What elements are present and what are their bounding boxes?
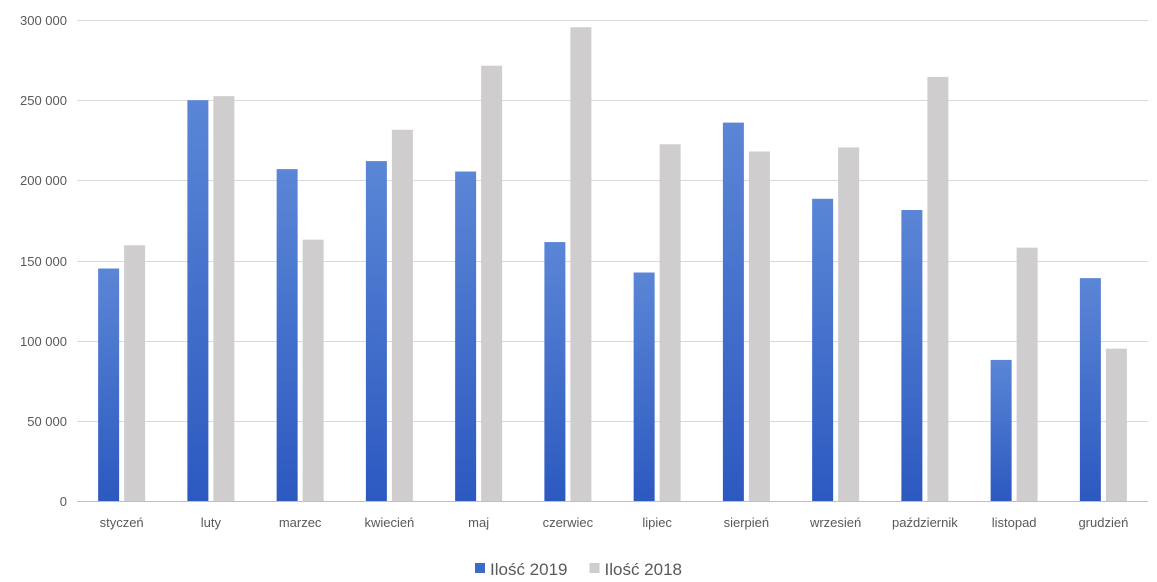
y-tick-label: 50 000 [27, 414, 67, 429]
bar-series-1-9 [812, 198, 834, 501]
bar-series-2-8 [748, 151, 770, 501]
x-tick-label: lipiec [642, 515, 672, 530]
bar-series-2-3 [302, 239, 324, 501]
x-tick-label: maj [468, 515, 489, 530]
legend-label: Ilość 2019 [490, 560, 568, 579]
y-tick-label: 100 000 [20, 334, 67, 349]
legend-item-1: Ilość 2019 [475, 560, 568, 579]
bar-series-1-4 [365, 161, 387, 501]
legend-swatch [589, 563, 600, 573]
y-tick-label: 300 000 [20, 13, 67, 28]
x-tick-label: luty [201, 515, 222, 530]
legend-swatch [475, 563, 485, 573]
y-tick-label: 150 000 [20, 254, 67, 269]
bar-series-2-12 [1105, 348, 1127, 501]
legend: Ilość 2019 Ilość 2018 [475, 560, 682, 579]
bar-series-1-6 [544, 242, 566, 501]
x-tick-label: marzec [279, 515, 322, 530]
bar-series-2-10 [927, 76, 949, 502]
bar-series-2-6 [570, 27, 592, 501]
x-tick-label: styczeń [100, 515, 144, 530]
bar-series-2-9 [838, 147, 860, 501]
bar-series-1-1 [98, 268, 120, 501]
bar-series-2-7 [659, 144, 681, 501]
bar-series-1-2 [187, 100, 209, 502]
y-axis-tick-labels: 0 50 000 100 000 150 000 200 000 250 000 300 0… [20, 13, 67, 509]
bar-series-1-3 [276, 169, 298, 502]
bar-series-2-2 [213, 96, 235, 501]
x-axis-tick-labels: styczeń luty marzec kwiecień maj czerwiec lipi… [100, 515, 1129, 530]
x-tick-label: listopad [992, 515, 1037, 530]
y-tick-label: 250 000 [20, 93, 67, 108]
bar-series-2-11 [1016, 247, 1038, 501]
y-tick-label: 200 000 [20, 173, 67, 188]
bar-series-1-8 [722, 122, 744, 502]
gridlines [77, 20, 1148, 502]
bar-series-2-4 [391, 129, 413, 501]
bar-series-2-5 [481, 65, 503, 501]
bar-series-2-1 [124, 245, 146, 501]
x-tick-label: czerwiec [543, 515, 594, 530]
legend-label: Ilość 2018 [605, 560, 683, 579]
legend-item-2: Ilość 2018 [589, 560, 683, 579]
x-tick-label: grudzień [1078, 515, 1128, 530]
y-tick-label: 0 [60, 494, 67, 509]
x-tick-label: wrzesień [809, 515, 861, 530]
bar-series-1-12 [1079, 278, 1101, 501]
x-tick-label: kwiecień [364, 515, 414, 530]
bar-series-1-10 [901, 210, 923, 501]
bar-series-1-7 [633, 272, 655, 501]
bars [98, 27, 1127, 502]
bar-series-1-5 [455, 171, 477, 501]
x-tick-label: październik [892, 515, 958, 530]
x-tick-label: sierpień [724, 515, 770, 530]
bar-series-1-11 [990, 359, 1012, 501]
